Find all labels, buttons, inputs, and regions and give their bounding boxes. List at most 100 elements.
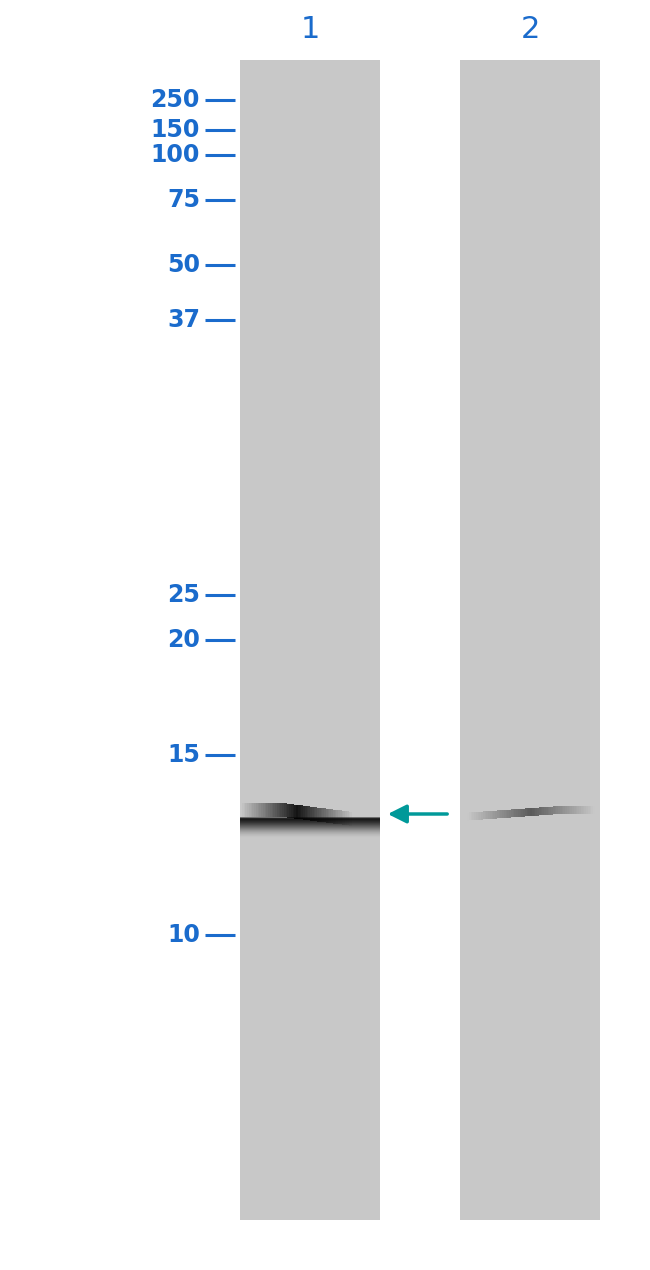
Text: 2: 2 xyxy=(520,15,540,44)
Bar xyxy=(287,804,289,818)
Bar xyxy=(240,833,380,836)
Bar xyxy=(478,812,479,819)
Bar xyxy=(240,827,380,829)
Bar xyxy=(305,806,307,820)
Bar xyxy=(240,819,380,820)
Bar xyxy=(240,832,380,834)
Bar xyxy=(363,813,364,827)
Bar xyxy=(364,814,366,828)
Bar xyxy=(572,806,574,814)
Bar xyxy=(366,814,368,828)
Text: 1: 1 xyxy=(300,15,320,44)
Bar xyxy=(240,823,380,826)
Text: 25: 25 xyxy=(167,583,200,607)
Bar xyxy=(479,812,481,819)
Bar xyxy=(240,824,380,826)
Bar xyxy=(373,814,375,829)
Bar xyxy=(474,812,476,820)
Bar xyxy=(268,803,270,817)
Bar xyxy=(240,820,380,822)
Bar xyxy=(556,806,558,814)
Bar xyxy=(240,822,380,824)
Bar xyxy=(469,813,471,820)
Bar xyxy=(317,808,318,822)
Bar xyxy=(473,812,474,820)
Text: 75: 75 xyxy=(167,188,200,212)
Bar xyxy=(240,827,380,828)
Bar xyxy=(240,836,380,837)
Bar xyxy=(249,803,250,817)
Bar xyxy=(460,60,600,1220)
Bar xyxy=(296,805,298,819)
Bar xyxy=(242,803,244,817)
Bar xyxy=(499,810,500,818)
Bar xyxy=(579,806,580,814)
Bar xyxy=(518,809,519,817)
Bar xyxy=(564,806,565,814)
Bar xyxy=(504,810,506,818)
Bar xyxy=(272,803,273,817)
Bar xyxy=(254,803,255,817)
Bar xyxy=(350,812,352,826)
Bar xyxy=(240,831,380,832)
Bar xyxy=(592,806,593,814)
Text: 50: 50 xyxy=(167,253,200,277)
Bar xyxy=(240,826,380,827)
Bar xyxy=(352,812,354,826)
Bar xyxy=(240,834,380,837)
Bar xyxy=(539,808,541,815)
Bar xyxy=(278,803,280,817)
Bar xyxy=(240,818,380,820)
Bar xyxy=(289,804,291,818)
Bar xyxy=(575,806,577,814)
Bar xyxy=(356,813,358,827)
Bar xyxy=(549,806,551,814)
Bar xyxy=(315,808,317,822)
Bar xyxy=(507,810,509,818)
Bar xyxy=(240,820,380,823)
Bar xyxy=(247,803,249,817)
Bar xyxy=(598,806,600,814)
Bar xyxy=(521,809,523,817)
Bar xyxy=(376,815,378,829)
Text: 100: 100 xyxy=(151,144,200,166)
Bar xyxy=(584,806,586,814)
Bar xyxy=(240,829,380,831)
Bar xyxy=(511,809,512,818)
Bar xyxy=(567,806,569,814)
Bar xyxy=(307,806,308,820)
Bar xyxy=(294,805,296,819)
Bar xyxy=(519,809,521,817)
Bar xyxy=(341,810,343,824)
Bar xyxy=(361,813,363,827)
Bar xyxy=(320,808,322,822)
Bar xyxy=(240,826,380,828)
Bar xyxy=(532,808,534,815)
Bar xyxy=(292,804,294,818)
Bar xyxy=(284,803,285,817)
Bar xyxy=(240,828,380,829)
Bar xyxy=(597,806,598,814)
Bar xyxy=(525,809,527,817)
Bar xyxy=(259,803,261,817)
Bar xyxy=(263,803,265,817)
Text: 150: 150 xyxy=(151,118,200,142)
Bar xyxy=(312,806,313,820)
Bar xyxy=(240,822,380,823)
Bar xyxy=(358,813,359,827)
Bar xyxy=(502,810,504,818)
Bar xyxy=(483,812,484,819)
Bar xyxy=(300,805,301,819)
Bar xyxy=(240,828,380,831)
Bar xyxy=(471,813,473,820)
Bar xyxy=(491,810,493,819)
Bar xyxy=(481,812,483,819)
Bar xyxy=(359,813,361,827)
Bar xyxy=(500,810,502,818)
Bar xyxy=(277,803,278,817)
Bar xyxy=(240,823,380,826)
Bar xyxy=(348,812,350,826)
Bar xyxy=(252,803,254,817)
Bar xyxy=(345,812,346,826)
Bar xyxy=(541,808,542,815)
